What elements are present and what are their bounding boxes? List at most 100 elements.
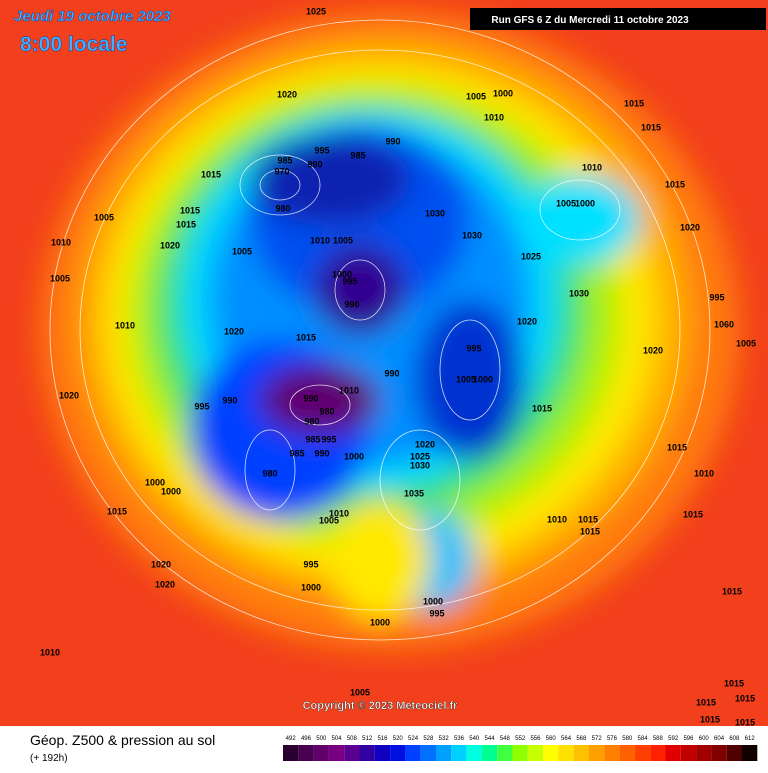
- pressure-label: 1020: [415, 439, 435, 449]
- colorbar-swatch: [283, 745, 299, 761]
- pressure-label: 1000: [301, 582, 321, 592]
- pressure-label: 1010: [582, 162, 602, 172]
- pressure-label: 1015: [641, 122, 661, 132]
- pressure-label: 1010: [484, 112, 504, 122]
- pressure-label: 1000: [145, 477, 165, 487]
- colorbar-swatch: [589, 745, 605, 761]
- pressure-label: 990: [314, 448, 329, 458]
- colorbar-tick-label: 596: [683, 736, 694, 742]
- pressure-label: 1025: [521, 251, 541, 261]
- colorbar-swatch: [359, 745, 375, 761]
- colorbar-tick-label: 520: [393, 736, 404, 742]
- colorbar-swatch: [451, 745, 467, 761]
- pressure-label: 1020: [160, 240, 180, 250]
- colorbar-swatch: [711, 745, 727, 761]
- pressure-label: 1025: [306, 6, 326, 16]
- colorbar-tick-label: 584: [638, 736, 649, 742]
- forecast-time: 8:00 locale: [20, 33, 127, 56]
- pressure-label: 1015: [176, 219, 196, 229]
- colorbar-tick-label: 496: [301, 736, 312, 742]
- pressure-label: 1010: [115, 320, 135, 330]
- pressure-label: 1030: [462, 230, 482, 240]
- pressure-label: 1015: [700, 714, 720, 724]
- pressure-label: 1025: [410, 451, 430, 461]
- pressure-label: 1005: [466, 91, 486, 101]
- pressure-label: 1015: [580, 526, 600, 536]
- pressure-label: 1015: [735, 717, 755, 727]
- pressure-label: 1015: [683, 509, 703, 519]
- colorbar-tick-label: 612: [745, 736, 756, 742]
- colorbar-tick-label: 604: [714, 736, 725, 742]
- pressure-label: 995: [314, 145, 329, 155]
- pressure-label: 1015: [722, 586, 742, 596]
- pressure-label: 980: [319, 406, 334, 416]
- pressure-label: 995: [709, 292, 724, 302]
- colorbar-tick-label: 540: [469, 736, 480, 742]
- pressure-label: 1000: [332, 269, 352, 279]
- colorbar-swatch: [390, 745, 406, 761]
- legend-lead: (+ 192h): [30, 753, 68, 764]
- pressure-label: 1000: [344, 451, 364, 461]
- pressure-label: 1010: [547, 514, 567, 524]
- colorbar-tick-label: 576: [607, 736, 618, 742]
- pressure-label: 1005: [350, 687, 370, 697]
- pressure-label: 1010: [51, 237, 71, 247]
- pressure-label: 1010: [694, 468, 714, 478]
- colorbar-swatch: [696, 745, 712, 761]
- colorbar-swatch: [466, 745, 482, 761]
- pressure-label: 995: [303, 559, 318, 569]
- colorbar-tick-label: 528: [423, 736, 434, 742]
- colorbar-swatch: [313, 745, 329, 761]
- run-info: Run GFS 6 Z du Mercredi 11 octobre 2023: [491, 15, 689, 26]
- colorbar: 492 496 500 504 508 512 516 520 524 528 532 536 540 5…: [283, 736, 758, 761]
- pressure-label: 1000: [161, 486, 181, 496]
- colorbar-swatch: [436, 745, 452, 761]
- pressure-label: 995: [194, 401, 209, 411]
- pressure-label: 1030: [425, 208, 445, 218]
- colorbar-swatch: [558, 745, 574, 761]
- colorbar-tick-label: 544: [485, 736, 496, 742]
- pressure-label: 1015: [696, 697, 716, 707]
- colorbar-tick-label: 560: [546, 736, 557, 742]
- pressure-label: 995: [342, 276, 357, 286]
- pressure-label: 1060: [714, 319, 734, 329]
- pressure-label: 1020: [59, 390, 79, 400]
- pressure-label: 990: [344, 299, 359, 309]
- colorbar-tick-label: 508: [347, 736, 358, 742]
- colorbar-swatch: [665, 745, 681, 761]
- colorbar-tick-label: 592: [668, 736, 679, 742]
- isobars: [49, 19, 711, 641]
- run-box: [470, 8, 766, 30]
- colorbar-swatch: [543, 745, 559, 761]
- pressure-label: 990: [307, 159, 322, 169]
- colorbar-tick-label: 600: [699, 736, 710, 742]
- colorbar-tick-label: 516: [377, 736, 388, 742]
- pressure-label: 1030: [410, 460, 430, 470]
- pressure-label: 985: [277, 155, 292, 165]
- colorbar-tick-label: 608: [729, 736, 740, 742]
- pressure-label: 1010: [339, 385, 359, 395]
- colorbar-tick-label: 568: [576, 736, 587, 742]
- pressure-label: 1005: [319, 515, 339, 525]
- pressure-label: 1015: [735, 693, 755, 703]
- colorbar-tick-label: 492: [286, 736, 297, 742]
- colorbar-swatch: [680, 745, 697, 761]
- colorbar-swatch: [420, 745, 436, 761]
- pressure-label: 995: [321, 434, 336, 444]
- pressure-label: 1010: [329, 508, 349, 518]
- pressure-label: 990: [385, 136, 400, 146]
- pressure-label: 1015: [201, 169, 221, 179]
- colorbar-tick-label: 580: [622, 736, 633, 742]
- colorbar-tick-label: 552: [515, 736, 526, 742]
- pressure-label: 1005: [50, 273, 70, 283]
- colorbar-tick-label: 500: [316, 736, 327, 742]
- colorbar-tick-label: 564: [561, 736, 572, 742]
- colorbar-tick-label: 524: [408, 736, 419, 742]
- pressure-label: 1010: [40, 647, 60, 657]
- pressure-label: 1000: [423, 596, 443, 606]
- pressure-label: 1015: [665, 179, 685, 189]
- colorbar-swatch: [374, 745, 391, 761]
- pressure-label: 1015: [667, 442, 687, 452]
- colorbar-swatch: [742, 745, 758, 761]
